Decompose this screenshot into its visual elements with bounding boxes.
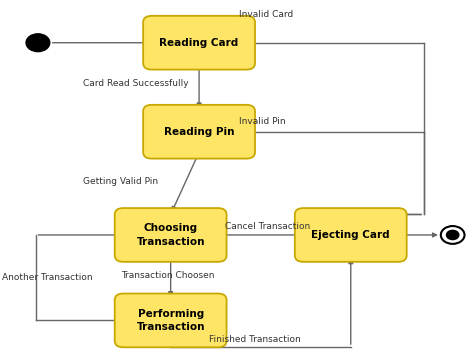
Text: Choosing
Transaction: Choosing Transaction: [137, 223, 205, 247]
Circle shape: [26, 34, 50, 52]
FancyBboxPatch shape: [143, 105, 255, 159]
FancyBboxPatch shape: [143, 16, 255, 70]
Text: Card Read Successfully: Card Read Successfully: [83, 79, 189, 88]
Text: Transaction Choosen: Transaction Choosen: [121, 271, 214, 281]
Text: Invalid Card: Invalid Card: [239, 10, 293, 19]
Text: Getting Valid Pin: Getting Valid Pin: [83, 177, 158, 186]
Text: Cancel Transaction: Cancel Transaction: [225, 221, 310, 231]
Text: Reading Pin: Reading Pin: [164, 127, 234, 137]
FancyBboxPatch shape: [295, 208, 407, 262]
Text: Another Transaction: Another Transaction: [2, 273, 93, 282]
Text: Ejecting Card: Ejecting Card: [311, 230, 390, 240]
FancyBboxPatch shape: [115, 293, 227, 347]
Circle shape: [447, 230, 459, 240]
Text: Performing
Transaction: Performing Transaction: [137, 309, 205, 332]
Text: Reading Card: Reading Card: [159, 38, 239, 48]
Text: Invalid Pin: Invalid Pin: [239, 116, 286, 126]
FancyBboxPatch shape: [115, 208, 227, 262]
Text: Finished Transaction: Finished Transaction: [209, 335, 301, 345]
